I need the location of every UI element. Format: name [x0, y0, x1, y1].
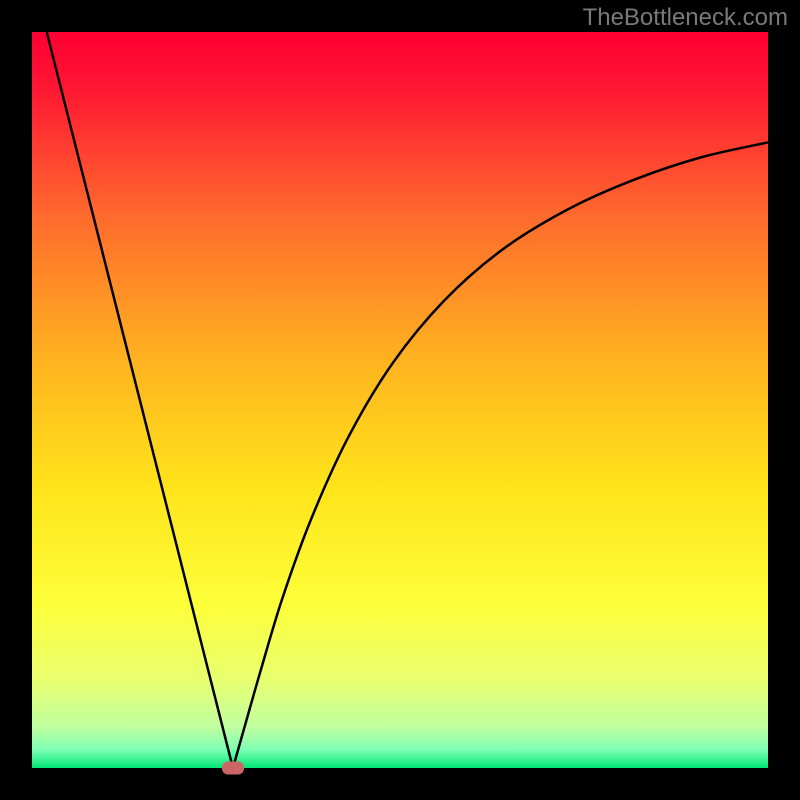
curve-right-branch [233, 142, 768, 768]
min-marker [222, 762, 244, 775]
watermark-text: TheBottleneck.com [583, 4, 788, 32]
curve-left-branch [47, 32, 233, 768]
plot-area [32, 32, 768, 768]
curve-layer [32, 32, 768, 768]
chart-canvas: TheBottleneck.com [0, 0, 800, 800]
